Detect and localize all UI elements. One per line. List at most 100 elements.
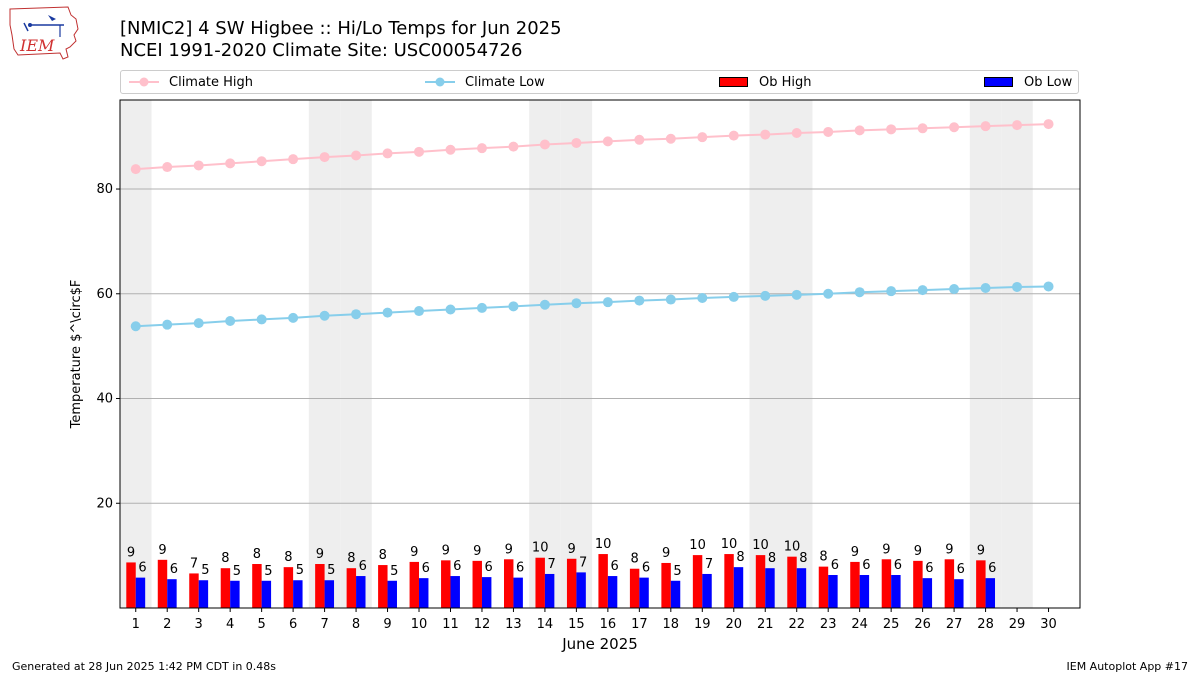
ob-high-bar [189, 573, 199, 608]
climate-low-point [949, 284, 960, 295]
x-tick-label: 28 [977, 617, 994, 632]
ob-low-bar [419, 578, 429, 608]
climate-low-point [193, 318, 204, 329]
weekend-shade [780, 100, 813, 608]
climate-low-point [539, 299, 550, 310]
ob-high-label: 8 [630, 552, 638, 567]
ob-high-bar [535, 557, 545, 608]
x-tick-label: 8 [352, 617, 360, 632]
ob-low-bar [702, 573, 712, 608]
ob-high-bar [976, 560, 986, 608]
x-tick-label: 23 [820, 617, 837, 632]
ob-low-bar [639, 577, 649, 608]
ob-high-bar [283, 567, 294, 608]
footer-app-text: IEM Autoplot App #17 [1066, 660, 1189, 673]
ob-low-bar [198, 580, 209, 608]
ob-high-label: 9 [473, 544, 481, 559]
climate-high-point [256, 156, 267, 167]
climate-low-point [634, 295, 645, 306]
ob-high-label: 9 [945, 542, 953, 557]
ob-high-bar [315, 564, 325, 608]
ob-high-label: 9 [158, 543, 166, 558]
x-tick-label: 15 [568, 617, 585, 632]
ob-low-bar [607, 576, 618, 608]
ob-high-bar [724, 554, 734, 608]
climate-high-point [1012, 120, 1023, 131]
climate-high-line-icon [129, 75, 159, 89]
x-tick-label: 4 [226, 617, 234, 632]
ob-high-label: 10 [721, 537, 738, 552]
ob-low-bar [450, 576, 460, 608]
ob-low-label: 6 [138, 561, 146, 576]
ob-low-label: 6 [422, 561, 430, 576]
climate-high-point [1043, 119, 1054, 130]
ob-high-bar [850, 561, 860, 608]
climate-low-point [225, 316, 236, 327]
legend-item-climate-low: Climate Low [425, 71, 545, 93]
climate-high-point [760, 129, 771, 140]
ob-high-label: 9 [410, 545, 418, 560]
x-tick-label: 25 [883, 617, 900, 632]
climate-high-point [823, 126, 834, 137]
climate-low-point [917, 285, 928, 296]
y-tick-label: 80 [96, 182, 113, 197]
ob-high-bar [598, 554, 608, 608]
climate-high-point [162, 162, 173, 173]
climate-low-point [445, 304, 456, 315]
ob-high-label: 9 [977, 543, 985, 558]
x-tick-label: 9 [383, 617, 391, 632]
x-tick-label: 24 [851, 617, 868, 632]
ob-low-swatch-icon [984, 75, 1014, 89]
logo-text: IEM [19, 36, 55, 55]
x-tick-label: 30 [1040, 617, 1057, 632]
ob-low-bar [324, 580, 335, 608]
legend-label-ob-high: Ob High [759, 74, 812, 90]
ob-low-bar [828, 575, 838, 608]
x-tick-label: 10 [411, 617, 428, 632]
climate-low-point [1012, 281, 1023, 292]
climate-low-point [791, 289, 802, 300]
climate-high-point [508, 141, 519, 152]
ob-high-label: 8 [379, 548, 387, 563]
ob-high-label: 8 [347, 551, 355, 566]
ob-low-label: 6 [170, 562, 178, 577]
ob-low-label: 6 [516, 561, 524, 576]
ob-high-bar [126, 562, 136, 608]
ob-high-bar [755, 555, 766, 608]
ob-low-label: 6 [453, 559, 461, 574]
ob-high-label: 9 [316, 547, 324, 562]
ob-high-label: 9 [851, 545, 859, 560]
x-tick-label: 22 [788, 617, 805, 632]
ob-high-label: 9 [127, 545, 135, 560]
climate-high-point [225, 158, 236, 169]
legend-item-ob-high: Ob High [719, 71, 812, 93]
legend-label-climate-high: Climate High [169, 74, 254, 90]
ob-low-bar [135, 577, 146, 608]
climate-high-point [288, 154, 299, 165]
climate-high-point [414, 146, 425, 157]
climate-low-point [602, 297, 613, 308]
ob-high-bar [692, 555, 703, 608]
climate-high-point [854, 125, 865, 136]
climate-high-point [193, 160, 204, 171]
climate-low-point [162, 319, 173, 330]
x-tick-label: 19 [694, 617, 711, 632]
x-tick-label: 21 [757, 617, 774, 632]
ob-low-bar [954, 579, 964, 608]
ob-low-bar [859, 575, 870, 608]
climate-high-point [602, 136, 613, 147]
climate-high-point [949, 122, 960, 133]
ob-high-bar [409, 561, 420, 608]
climate-high-point [980, 121, 991, 132]
climate-high-point [665, 133, 676, 144]
climate-low-point [823, 288, 834, 299]
x-tick-label: 2 [163, 617, 171, 632]
ob-low-bar [670, 580, 681, 608]
y-tick-label: 60 [96, 287, 113, 302]
x-tick-label: 7 [320, 617, 328, 632]
weekend-shade [560, 100, 593, 608]
ob-low-label: 8 [799, 551, 807, 566]
climate-low-point [476, 302, 487, 313]
climate-low-point [854, 287, 865, 298]
x-tick-label: 17 [631, 617, 648, 632]
